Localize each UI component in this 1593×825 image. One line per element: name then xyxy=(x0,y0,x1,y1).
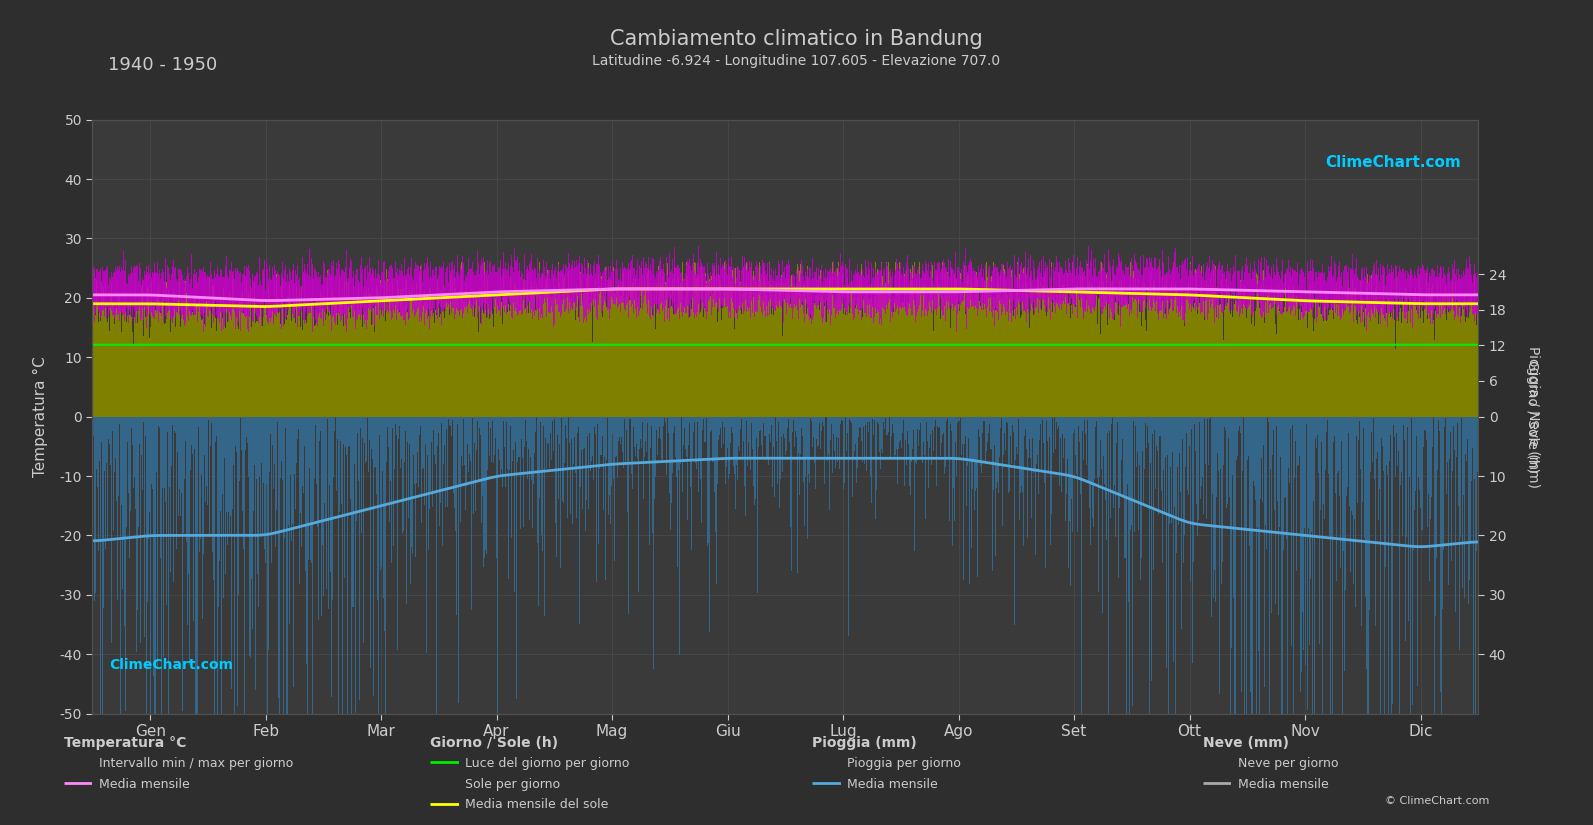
Text: Neve (mm): Neve (mm) xyxy=(1203,737,1289,751)
Text: Giorno / Sole (h): Giorno / Sole (h) xyxy=(430,737,558,751)
Text: Media mensile: Media mensile xyxy=(847,778,938,791)
Text: Intervallo min / max per giorno: Intervallo min / max per giorno xyxy=(99,757,293,771)
Text: Temperatura °C: Temperatura °C xyxy=(64,737,186,751)
Text: Luce del giorno per giorno: Luce del giorno per giorno xyxy=(465,757,629,771)
Text: Media mensile: Media mensile xyxy=(99,778,190,791)
Text: Media mensile: Media mensile xyxy=(1238,778,1329,791)
Y-axis label: Pioggia / Neve (mm): Pioggia / Neve (mm) xyxy=(1526,346,1540,488)
Text: ClimeChart.com: ClimeChart.com xyxy=(110,658,234,672)
Text: © ClimeChart.com: © ClimeChart.com xyxy=(1384,796,1489,806)
Y-axis label: Giorno / Sole (h): Giorno / Sole (h) xyxy=(1526,361,1540,473)
Text: Pioggia (mm): Pioggia (mm) xyxy=(812,737,918,751)
Text: Cambiamento climatico in Bandung: Cambiamento climatico in Bandung xyxy=(610,29,983,49)
Y-axis label: Temperatura °C: Temperatura °C xyxy=(33,356,48,477)
Text: Neve per giorno: Neve per giorno xyxy=(1238,757,1338,771)
Text: Latitudine -6.924 - Longitudine 107.605 - Elevazione 707.0: Latitudine -6.924 - Longitudine 107.605 … xyxy=(593,54,1000,68)
Text: ClimeChart.com: ClimeChart.com xyxy=(1325,155,1461,170)
Text: Media mensile del sole: Media mensile del sole xyxy=(465,799,609,812)
Text: Pioggia per giorno: Pioggia per giorno xyxy=(847,757,961,771)
Text: Sole per giorno: Sole per giorno xyxy=(465,778,561,791)
Text: 1940 - 1950: 1940 - 1950 xyxy=(108,56,218,74)
